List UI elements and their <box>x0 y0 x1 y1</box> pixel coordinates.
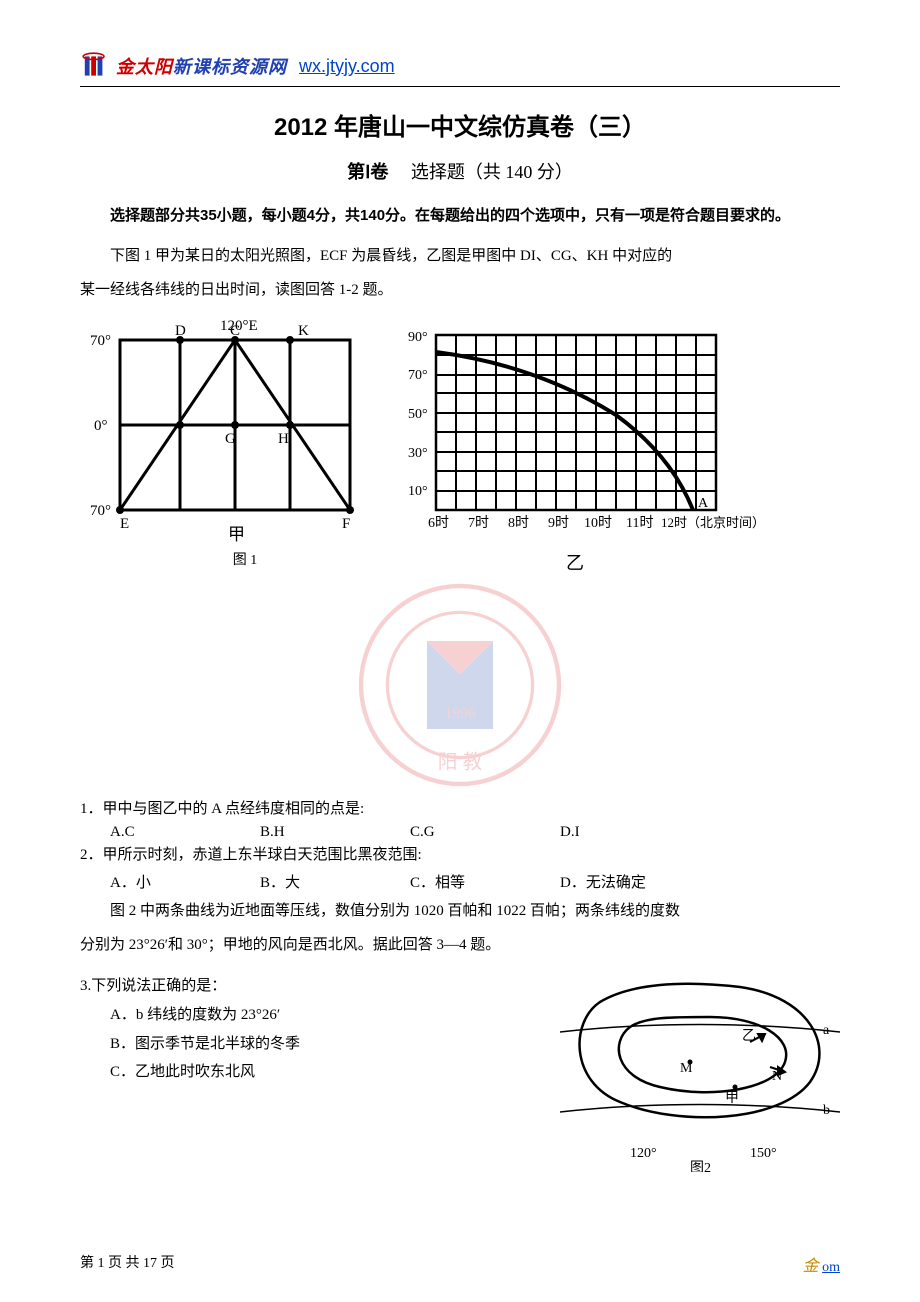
yi-x-7: 7时 <box>468 515 489 531</box>
q1-options: A.C B.H C.G D.I <box>110 824 840 841</box>
yi-x-11: 11时 <box>626 515 653 531</box>
q3-stem: 3.下列说法正确的是： <box>80 974 540 1000</box>
figure-2: 乙 M N 甲 a b 120° 150° 图2 <box>560 972 840 1177</box>
yi-x-12: 12时（北京时间） <box>661 515 765 530</box>
page-number: 第 1 页 共 17 页 <box>80 1252 175 1276</box>
q1-opt-a: A.C <box>110 824 260 841</box>
yi-x-10: 10时 <box>584 515 612 531</box>
jia-y-70a: 70° <box>90 333 111 349</box>
jia-caption: 甲 <box>228 525 245 544</box>
intro3-a: 图 2 中两条曲线为近地面等压线，数值分别为 1020 百帕和 1022 百帕；… <box>80 896 840 926</box>
page: 金太阳新课标资源网 wx.jtyjy.com 2012 年唐山一中文综仿真卷（三… <box>0 0 920 1302</box>
jia-G: G <box>225 431 236 447</box>
yi-y-90: 90° <box>408 330 428 345</box>
q2-stem: 2．甲所示时刻，赤道上东半球白天范围比黑夜范围: <box>80 843 840 869</box>
q1-opt-c: C.G <box>410 824 560 841</box>
yi-y-50: 50° <box>408 407 428 422</box>
fig2-lat-a: a <box>823 1023 830 1038</box>
fig2-lon-150: 150° <box>750 1146 777 1161</box>
yi-y-30: 30° <box>408 446 428 461</box>
exam-subtitle: 第Ⅰ卷 选择题（共 140 分） <box>80 158 840 184</box>
fig2-lat-b: b <box>823 1103 830 1118</box>
brand-text: 金太阳新课标资源网 <box>116 53 287 79</box>
q3-row: 3.下列说法正确的是： A．b 纬线的度数为 23°26′ B．图示季节是北半球… <box>80 972 840 1177</box>
watermark-stamp-icon: 1996 阳 教 <box>350 575 570 795</box>
jtyjy-logo-icon <box>80 50 112 82</box>
q1-stem: 1．甲中与图乙中的 A 点经纬度相同的点是: <box>80 797 840 823</box>
jia-H: H <box>278 431 289 447</box>
figure-yi: 90° 70° 50° 30° 10° A 6时 7时 8时 9时 10时 11… <box>396 315 776 545</box>
jia-E: E <box>120 516 129 532</box>
q2-opt-d: D．无法确定 <box>560 871 710 892</box>
jia-y-0: 0° <box>94 418 108 434</box>
brand-block: 金太阳新课标资源网 <box>80 50 287 82</box>
svg-text:阳 教: 阳 教 <box>438 751 483 773</box>
footer-link-tail[interactable]: om <box>822 1260 840 1275</box>
fig2-label-jia: 甲 <box>725 1091 739 1106</box>
yi-y-70: 70° <box>408 368 428 383</box>
svg-text:1996: 1996 <box>445 705 476 722</box>
q3-text-block: 3.下列说法正确的是： A．b 纬线的度数为 23°26′ B．图示季节是北半球… <box>80 972 540 1087</box>
q2-opt-c: C．相等 <box>410 871 560 892</box>
fig2-caption: 图2 <box>690 1161 711 1172</box>
instructions: 选择题部分共35小题，每小题4分，共140分。在每题给出的四个选项中，只有一项是… <box>80 202 840 231</box>
figure-1-caption-row: 图 1 乙 <box>80 549 840 575</box>
q3-opt-c: C．乙地此时吹东北风 <box>110 1058 540 1087</box>
q3-opt-b: B．图示季节是北半球的冬季 <box>110 1030 540 1059</box>
brand-blue: 新课标资源网 <box>173 57 287 77</box>
page-footer: 第 1 页 共 17 页 金 om <box>80 1252 840 1276</box>
q2-opt-a: A．小 <box>110 871 260 892</box>
jia-y-70b: 70° <box>90 503 111 519</box>
jia-C: C <box>230 323 240 339</box>
figure-1-caption: 图 1 <box>80 549 410 575</box>
yi-y-10: 10° <box>408 484 428 499</box>
q2-opt-b: B．大 <box>260 871 410 892</box>
site-url-link[interactable]: wx.jtyjy.com <box>299 56 395 77</box>
q1-opt-d: D.I <box>560 824 710 841</box>
q3-opt-a: A．b 纬线的度数为 23°26′ <box>110 1001 540 1030</box>
footer-brand-text: 金 <box>803 1258 819 1275</box>
yi-x-6: 6时 <box>428 515 449 531</box>
brand-red: 金太阳 <box>116 57 173 77</box>
yi-x-8: 8时 <box>508 515 529 531</box>
exam-title: 2012 年唐山一中文综仿真卷（三） <box>80 107 840 142</box>
site-header: 金太阳新课标资源网 wx.jtyjy.com <box>80 50 840 87</box>
figure-jia: 120°E 70° 0° 70° D C K G H E F 甲 <box>80 315 380 545</box>
q2-options: A．小 B．大 C．相等 D．无法确定 <box>110 871 840 892</box>
intro-line-1: 下图 1 甲为某日的太阳光照图，ECF 为晨昏线，乙图是甲图中 DI、CG、KH… <box>80 241 840 271</box>
volume-desc: 选择题（共 140 分） <box>393 162 573 182</box>
volume-label: 第Ⅰ卷 <box>347 162 388 182</box>
yi-x-9: 9时 <box>548 515 569 531</box>
jia-F: F <box>342 516 350 532</box>
figure-yi-caption: 乙 <box>410 549 740 575</box>
fig2-label-M: M <box>680 1061 693 1076</box>
fig2-label-N: N <box>772 1069 782 1084</box>
jia-K: K <box>298 323 309 339</box>
intro-line-2: 某一经线各纬线的日出时间，读图回答 1-2 题。 <box>80 275 840 305</box>
figure-1-row: 120°E 70° 0° 70° D C K G H E F 甲 <box>80 315 840 545</box>
fig2-label-yi: 乙 <box>742 1028 756 1044</box>
jia-D: D <box>175 323 186 339</box>
q1-opt-b: B.H <box>260 824 410 841</box>
intro3-b: 分别为 23°26′和 30°；甲地的风向是西北风。据此回答 3—4 题。 <box>80 930 840 960</box>
fig2-lon-120: 120° <box>630 1146 657 1161</box>
footer-brand: 金 om <box>803 1252 840 1276</box>
yi-point-A: A <box>698 496 709 511</box>
